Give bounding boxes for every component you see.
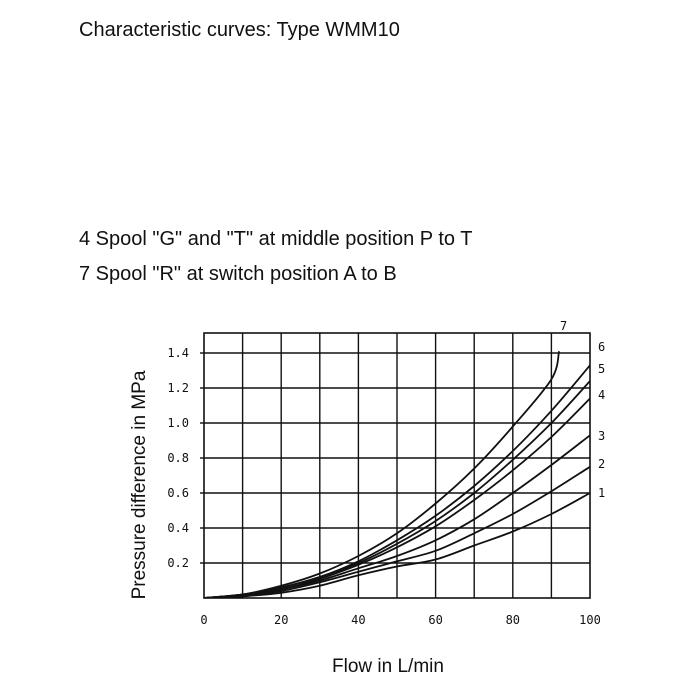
curve-label-5: 5 <box>598 362 605 376</box>
legend-note-curve-4: 4 Spool "G" and "T" at middle position P… <box>79 228 473 250</box>
y-tick-label: 1.2 <box>167 381 189 395</box>
x-tick-label: 0 <box>200 613 207 627</box>
x-axis-title: Flow in L/min <box>332 656 444 677</box>
x-tick-label: 20 <box>274 613 288 627</box>
curve-1 <box>204 492 591 598</box>
curve-label-3: 3 <box>598 429 605 443</box>
y-axis-title: Pressure difference in MPa <box>129 370 150 599</box>
page-title: Characteristic curves: Type WMM10 <box>79 19 400 41</box>
curve-label-7: 7 <box>560 319 567 333</box>
x-tick-label: 100 <box>579 613 601 627</box>
y-tick-label: 0.6 <box>167 486 189 500</box>
curve-label-6: 6 <box>598 340 605 354</box>
curve-label-2: 2 <box>598 457 605 471</box>
chart-curve-labels: 1 2 3 4 5 6 7 <box>560 319 605 500</box>
curve-label-4: 4 <box>598 388 605 402</box>
y-tick-label: 0.4 <box>167 521 189 535</box>
y-tick-label: 0.8 <box>167 451 189 465</box>
y-tick-label: 1.4 <box>167 346 189 360</box>
curve-6 <box>204 364 591 598</box>
y-tick-label: 1.0 <box>167 416 189 430</box>
chart-ticks: 0 20 40 60 80 100 0.2 0.4 0.6 0.8 1.0 1.2 1.4 <box>167 346 601 627</box>
curve-2 <box>204 466 591 598</box>
curve-4 <box>204 397 591 598</box>
x-tick-label: 80 <box>506 613 520 627</box>
x-tick-label: 40 <box>351 613 365 627</box>
x-tick-label: 60 <box>428 613 442 627</box>
chart-curves <box>204 351 591 598</box>
curve-7 <box>204 351 560 598</box>
chart-grid <box>200 332 591 599</box>
y-tick-label: 0.2 <box>167 556 189 570</box>
legend-note-curve-7: 7 Spool "R" at switch position A to B <box>79 263 397 285</box>
curve-label-1: 1 <box>598 486 605 500</box>
